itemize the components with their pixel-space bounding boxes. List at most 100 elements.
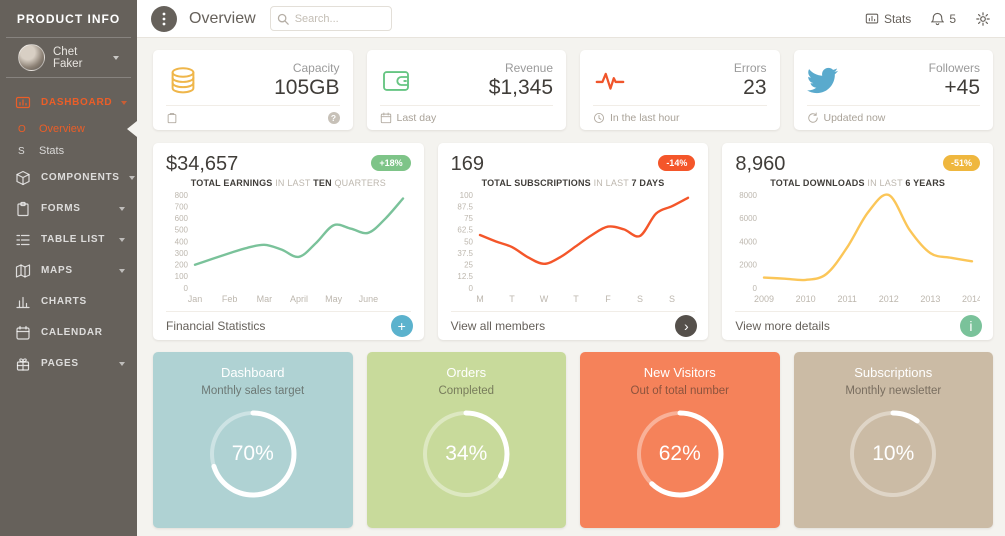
stat-text: Revenue $1,345 [422, 61, 553, 100]
svg-text:12.5: 12.5 [457, 272, 473, 281]
charts-icon [15, 293, 32, 310]
sidebar-item-label: TABLE LIST [41, 234, 106, 245]
chart-footer: View all members › [438, 312, 709, 340]
sidebar-item-label: CHARTS [41, 296, 87, 307]
svg-text:S: S [637, 294, 643, 304]
stats-link-label: Stats [883, 11, 912, 26]
navbar-right: Stats 5 [865, 12, 990, 26]
table-list-icon [15, 231, 32, 248]
progress-subtitle: Out of total number [630, 385, 729, 397]
search-input[interactable] [269, 6, 392, 31]
sidebar-item-forms[interactable]: FORMS [0, 193, 137, 224]
chart-footer-label: View more details [735, 319, 830, 333]
stat-footer-text: Last day [396, 112, 437, 124]
stat-text: Followers +45 [849, 61, 980, 100]
svg-text:25: 25 [464, 261, 473, 270]
progress-title: Dashboard [220, 365, 285, 380]
stat-top: Capacity 105GB [153, 50, 353, 105]
stat-footer: Last day [367, 106, 567, 130]
svg-text:June: June [359, 294, 379, 304]
stat-footer: Updated now [794, 106, 994, 130]
svg-text:2014: 2014 [962, 294, 980, 304]
avatar [18, 44, 45, 71]
progress-donut: 34% [419, 407, 513, 501]
svg-text:4000: 4000 [740, 237, 758, 246]
forms-icon [15, 200, 32, 217]
sidebar-item-stats[interactable]: S Stats [0, 140, 137, 162]
main-area: Overview Stats 5 [137, 0, 1005, 536]
sidebar-item-calendar[interactable]: CALENDAR [0, 317, 137, 348]
notifications-button[interactable]: 5 [931, 12, 956, 26]
arrow-right-icon[interactable]: › [675, 315, 698, 337]
subscriptions-line-chart: 100 87.5 75 62.5 50 37.5 25 12.5 0 M T W T F S S [438, 188, 709, 311]
stat-label: Capacity [292, 61, 340, 75]
settings-button[interactable] [976, 11, 990, 26]
info-icon[interactable]: i [959, 315, 982, 337]
revenue-card: Revenue $1,345 Last day [366, 50, 567, 130]
sidebar-item-charts[interactable]: CHARTS [0, 286, 137, 317]
stat-label: Revenue [504, 61, 553, 75]
user-menu[interactable]: Chet Faker [6, 38, 131, 78]
svg-text:Feb: Feb [222, 294, 238, 304]
svg-text:2012: 2012 [879, 294, 899, 304]
stat-text: Errors 23 [635, 61, 767, 100]
svg-text:M: M [476, 294, 484, 304]
svg-text:500: 500 [175, 226, 189, 235]
chart-subtitle: TOTAL EARNINGS IN LAST TEN QUARTERS [190, 178, 386, 188]
sidebar-subitem-label: Stats [39, 145, 65, 157]
stat-text: Capacity 105GB [208, 61, 340, 100]
chart-subtitle: TOTAL DOWNLOADS IN LAST 6 YEARS [770, 178, 946, 188]
svg-text:100: 100 [459, 191, 473, 200]
sidebar-item-table-list[interactable]: TABLE LIST [0, 224, 137, 255]
sidebar-item-label: CALENDAR [41, 327, 103, 338]
brand-title: PRODUCT INFO [6, 0, 131, 38]
earnings-line-chart: 800 700 600 500 400 300 200 100 0 Jan Feb Mar April M… [153, 188, 424, 311]
sidebar-item-label: FORMS [41, 203, 81, 214]
downloads-chart-card: 8,960 -51% TOTAL DOWNLOADS IN LAST 6 YEA… [722, 143, 993, 340]
svg-text:200: 200 [175, 261, 189, 270]
plus-icon[interactable]: + [390, 315, 413, 337]
chart-headline: $34,657 [166, 153, 239, 175]
search-icon [277, 12, 289, 30]
svg-text:2010: 2010 [796, 294, 816, 304]
svg-text:700: 700 [175, 202, 189, 211]
chevron-down-icon [128, 175, 135, 180]
svg-text:2009: 2009 [754, 294, 774, 304]
sidebar-item-maps[interactable]: MAPS [0, 255, 137, 286]
chevron-down-icon [119, 206, 125, 211]
sidebar-item-pages[interactable]: PAGES [0, 348, 137, 379]
earnings-chart-card: $34,657 +18% TOTAL EARNINGS IN LAST TEN … [153, 143, 424, 340]
coins-icon [166, 64, 208, 98]
sidebar-item-components[interactable]: COMPONENTS [0, 162, 137, 193]
svg-text:75: 75 [464, 214, 473, 223]
svg-text:600: 600 [175, 214, 189, 223]
chart-header: 8,960 -51% [722, 143, 993, 176]
svg-text:300: 300 [175, 249, 189, 258]
stat-footer-text: Updated now [823, 112, 886, 124]
stats-link[interactable]: Stats [865, 12, 911, 26]
chart-headline: 169 [450, 153, 485, 175]
stat-label: Followers [928, 61, 980, 75]
clipboard-icon [167, 113, 177, 124]
sidebar-item-overview[interactable]: O Overview [0, 118, 137, 140]
svg-text:S: S [669, 294, 675, 304]
progress-donut: 62% [633, 407, 727, 501]
stat-value: $1,345 [488, 76, 553, 99]
mini-label: O [18, 123, 26, 135]
chevron-down-icon [113, 55, 119, 60]
help-icon[interactable]: ? [327, 112, 340, 124]
svg-text:800: 800 [175, 191, 189, 200]
progress-subtitle: Monthly sales target [201, 385, 305, 397]
sidebar-toggle-button[interactable] [151, 5, 177, 32]
chevron-down-icon [119, 237, 125, 242]
progress-donut: 70% [206, 407, 300, 501]
sidebar-item-dashboard[interactable]: DASHBOARD [0, 87, 137, 118]
sidebar-nav: DASHBOARD O Overview S Stats COMPONENTS [0, 87, 137, 379]
stat-value: 105GB [274, 76, 340, 99]
svg-text:Mar: Mar [257, 294, 273, 304]
twitter-icon [806, 65, 849, 96]
refresh-icon [807, 112, 818, 123]
svg-text:62.5: 62.5 [457, 226, 473, 235]
svg-text:400: 400 [175, 237, 189, 246]
progress-percent: 70% [231, 442, 274, 465]
